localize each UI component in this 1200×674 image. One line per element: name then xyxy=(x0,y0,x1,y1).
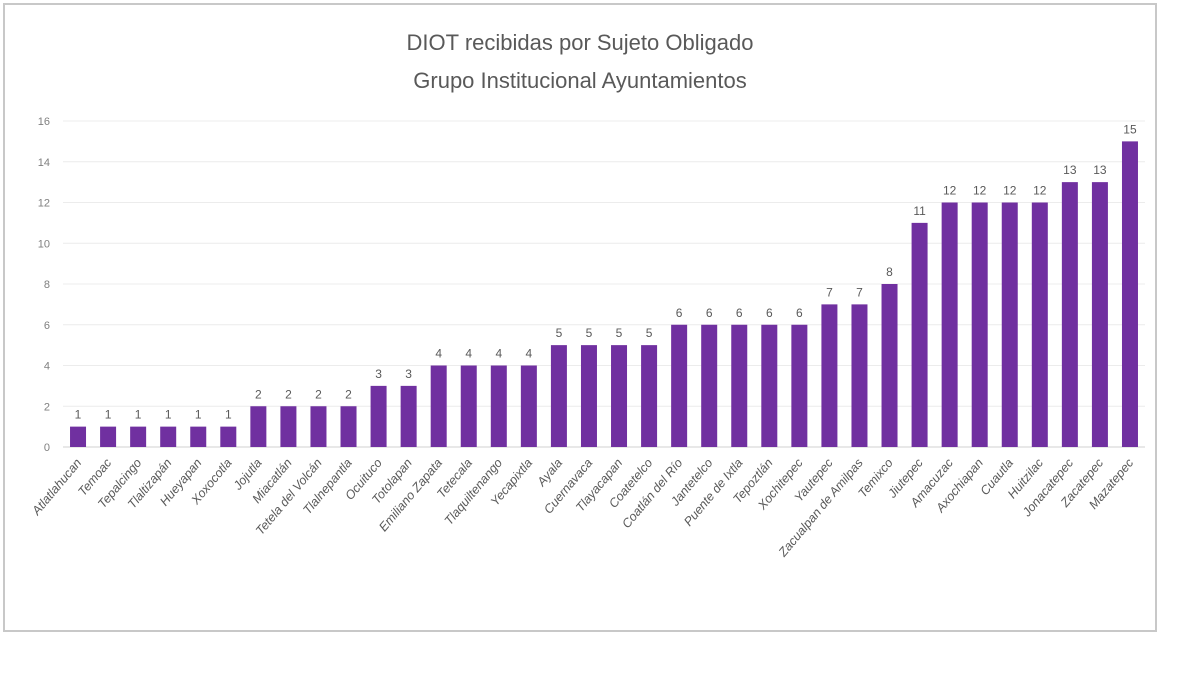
y-tick-label: 14 xyxy=(38,157,50,169)
data-label: 3 xyxy=(375,367,382,381)
data-label: 1 xyxy=(105,408,112,422)
data-label: 6 xyxy=(676,306,683,320)
data-label: 7 xyxy=(856,285,863,299)
y-tick-label: 8 xyxy=(44,279,50,291)
data-label: 13 xyxy=(1063,163,1077,177)
bar xyxy=(1121,141,1138,447)
bar xyxy=(190,426,207,447)
data-label: 4 xyxy=(465,347,472,361)
data-label: 2 xyxy=(255,387,262,401)
data-label: 1 xyxy=(165,408,172,422)
bar xyxy=(580,345,597,447)
data-label: 11 xyxy=(913,204,926,218)
bar xyxy=(280,406,297,447)
data-label: 5 xyxy=(556,326,563,340)
bar xyxy=(941,202,958,447)
chart-title-line: Grupo Institucional Ayuntamientos xyxy=(413,68,746,93)
bar xyxy=(250,406,267,447)
data-label: 12 xyxy=(1003,184,1017,198)
bar xyxy=(641,345,658,447)
chart-frame xyxy=(3,3,1157,632)
y-tick-label: 16 xyxy=(38,116,50,128)
data-label: 5 xyxy=(586,326,593,340)
bar xyxy=(400,385,417,447)
bar xyxy=(611,345,628,447)
bar xyxy=(430,365,447,447)
bar xyxy=(881,284,898,447)
bar xyxy=(490,365,507,447)
bar xyxy=(821,304,838,447)
x-tick-label: Atlatlahucan xyxy=(29,456,85,519)
bar xyxy=(310,406,327,447)
data-label: 4 xyxy=(435,347,442,361)
bar xyxy=(70,426,87,447)
bar xyxy=(1061,182,1078,447)
bar xyxy=(761,324,778,447)
y-tick-label: 10 xyxy=(38,238,50,250)
bar xyxy=(520,365,537,447)
chart-title-line: DIOT recibidas por Sujeto Obligado xyxy=(407,30,754,55)
data-label: 8 xyxy=(886,265,893,279)
bar xyxy=(1001,202,1018,447)
bar xyxy=(851,304,868,447)
data-label: 6 xyxy=(706,306,713,320)
data-label: 2 xyxy=(315,387,322,401)
data-label: 1 xyxy=(135,408,142,422)
data-label: 7 xyxy=(826,285,833,299)
data-label: 1 xyxy=(75,408,82,422)
data-label: 12 xyxy=(973,184,987,198)
data-label: 12 xyxy=(1033,184,1047,198)
data-label: 15 xyxy=(1123,122,1137,136)
bar xyxy=(550,345,567,447)
y-tick-label: 4 xyxy=(44,361,50,373)
y-tick-label: 0 xyxy=(44,442,50,454)
bar xyxy=(370,385,387,447)
bar xyxy=(460,365,477,447)
data-label: 6 xyxy=(796,306,803,320)
data-label: 5 xyxy=(616,326,623,340)
data-label: 1 xyxy=(195,408,202,422)
data-label: 1 xyxy=(225,408,232,422)
data-label: 6 xyxy=(736,306,743,320)
bar xyxy=(911,222,928,447)
data-label: 2 xyxy=(285,387,292,401)
bar xyxy=(671,324,688,447)
data-label: 2 xyxy=(345,387,352,401)
data-label: 4 xyxy=(526,347,533,361)
bar xyxy=(1031,202,1048,447)
bar xyxy=(100,426,117,447)
bar xyxy=(701,324,718,447)
data-label: 13 xyxy=(1093,163,1107,177)
bar xyxy=(160,426,177,447)
y-tick-label: 12 xyxy=(38,198,50,210)
bar xyxy=(1091,182,1108,447)
bar xyxy=(971,202,988,447)
bar xyxy=(220,426,237,447)
bar xyxy=(731,324,748,447)
y-tick-label: 6 xyxy=(44,320,50,332)
bar xyxy=(130,426,147,447)
data-label: 12 xyxy=(943,184,957,198)
data-label: 6 xyxy=(766,306,773,320)
data-label: 3 xyxy=(405,367,412,381)
bar xyxy=(791,324,808,447)
y-tick-label: 2 xyxy=(44,401,50,413)
bar xyxy=(340,406,357,447)
data-label: 5 xyxy=(646,326,653,340)
data-label: 4 xyxy=(495,347,502,361)
